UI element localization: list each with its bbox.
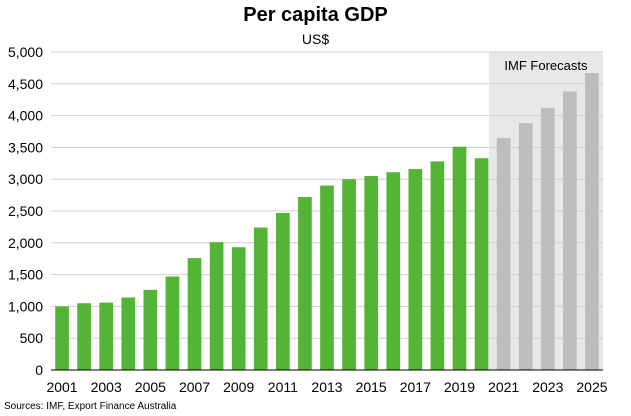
actual-bar [209, 242, 224, 370]
y-tick-label: 1,000 [8, 298, 43, 314]
y-tick-label: 0 [35, 362, 43, 378]
y-tick-label: 3,500 [8, 139, 43, 155]
y-tick-label: 4,500 [8, 76, 43, 92]
x-tick-label: 2013 [311, 379, 342, 395]
x-tick-label: 2011 [268, 379, 298, 395]
actual-bar [187, 258, 202, 370]
forecast-bar [496, 137, 511, 370]
y-tick-label: 500 [20, 330, 44, 346]
x-tick-label: 2005 [135, 379, 166, 395]
forecast-bar [563, 91, 577, 370]
y-tick-label: 1,500 [8, 267, 43, 283]
x-tick-label: 2019 [444, 379, 475, 395]
chart-title: Per capita GDP [243, 4, 388, 26]
actual-bar [452, 146, 467, 370]
actual-bar [143, 289, 158, 370]
y-tick-label: 3,000 [8, 171, 43, 187]
actual-bar [121, 297, 136, 370]
forecast-bar [585, 72, 599, 370]
actual-bar [165, 276, 180, 370]
x-tick-label: 2017 [400, 379, 431, 395]
actual-bar [430, 161, 445, 370]
x-tick-label: 2001 [46, 379, 77, 395]
actual-bar [342, 179, 356, 370]
actual-bar [275, 212, 290, 370]
x-tick-label: 2009 [223, 379, 254, 395]
y-tick-label: 5,000 [8, 44, 43, 60]
actual-bar [231, 247, 246, 370]
x-tick-label: 2003 [91, 379, 122, 395]
x-tick-label: 2023 [532, 379, 563, 395]
forecast-bar [518, 123, 533, 371]
actual-bar [408, 169, 423, 370]
x-tick-label: 2025 [576, 379, 607, 395]
x-tick-label: 2021 [488, 379, 519, 395]
source-note: Sources: IMF, Export Finance Australia [4, 401, 177, 412]
actual-bar [298, 197, 312, 370]
actual-bar [364, 176, 379, 370]
y-tick-label: 2,500 [8, 203, 43, 219]
bar-chart: 0 500 1,000 1,500 2,000 2,500 3,000 3,500 4,000 4… [8, 44, 608, 395]
actual-bar [386, 172, 401, 370]
y-tick-label: 2,000 [8, 235, 43, 251]
actual-bar [474, 158, 489, 370]
actual-bar [253, 227, 268, 370]
x-tick-label: 2007 [179, 379, 210, 395]
actual-bar [320, 185, 334, 370]
x-tick-label: 2015 [356, 379, 387, 395]
y-tick-label: 4,000 [8, 108, 43, 124]
forecast-annotation: IMF Forecasts [504, 58, 588, 73]
actual-bar [77, 303, 91, 370]
forecast-bar [540, 107, 555, 370]
chart-subtitle: US$ [301, 31, 330, 47]
actual-bar [55, 306, 69, 370]
actual-bar [99, 302, 114, 370]
